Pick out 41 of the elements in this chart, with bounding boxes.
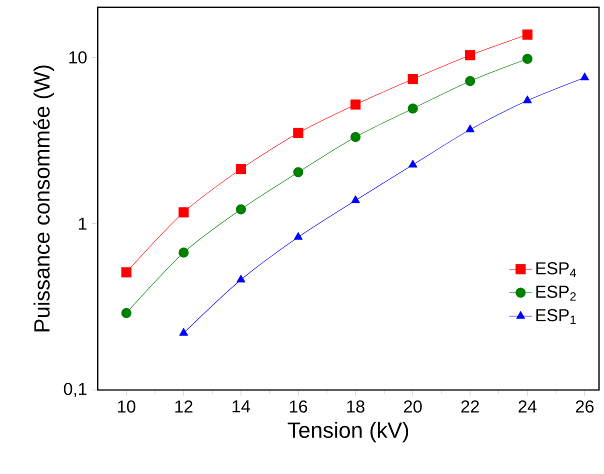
x-tick-label: 10 bbox=[118, 400, 136, 413]
x-tick-label: 20 bbox=[404, 400, 422, 413]
point bbox=[408, 74, 418, 84]
point bbox=[522, 30, 532, 40]
point bbox=[522, 95, 532, 104]
legend-label: ESP$_{1}$ bbox=[536, 309, 576, 324]
point bbox=[236, 274, 246, 282]
x-tick-label: 14 bbox=[232, 400, 250, 412]
point bbox=[465, 76, 476, 86]
point bbox=[121, 308, 132, 318]
point bbox=[522, 54, 532, 64]
x-tick-label: 12 bbox=[175, 400, 192, 412]
point bbox=[293, 167, 304, 178]
point bbox=[465, 50, 476, 60]
point bbox=[179, 328, 188, 336]
point bbox=[408, 104, 418, 114]
x-tick-label: 26 bbox=[576, 400, 594, 413]
x-axis-title: Tension (kV) bbox=[288, 422, 408, 442]
x-tick-label: 22 bbox=[461, 400, 479, 412]
x-tick-label: 18 bbox=[347, 400, 364, 413]
y-tick-label: 1 bbox=[78, 218, 86, 230]
point bbox=[351, 195, 360, 204]
point bbox=[236, 164, 246, 174]
point bbox=[178, 248, 189, 258]
point bbox=[293, 128, 304, 138]
x-tick-label: 16 bbox=[290, 400, 308, 413]
legend-label: ESP$_{2}$ bbox=[536, 286, 576, 301]
x-tick-label: 24 bbox=[518, 400, 537, 412]
y-axis-title: Puissance consommée (W) bbox=[33, 66, 54, 332]
point bbox=[466, 124, 475, 132]
point bbox=[350, 132, 361, 142]
point bbox=[178, 207, 189, 218]
y-tick-label: 10 bbox=[69, 51, 87, 64]
point bbox=[580, 72, 590, 80]
point bbox=[121, 267, 132, 278]
legend-label: ESP$_{4}$ bbox=[536, 262, 576, 278]
point bbox=[236, 204, 246, 214]
point bbox=[408, 160, 418, 168]
point bbox=[350, 100, 361, 110]
point bbox=[294, 232, 303, 240]
y-tick-label: 0,1 bbox=[64, 382, 86, 398]
